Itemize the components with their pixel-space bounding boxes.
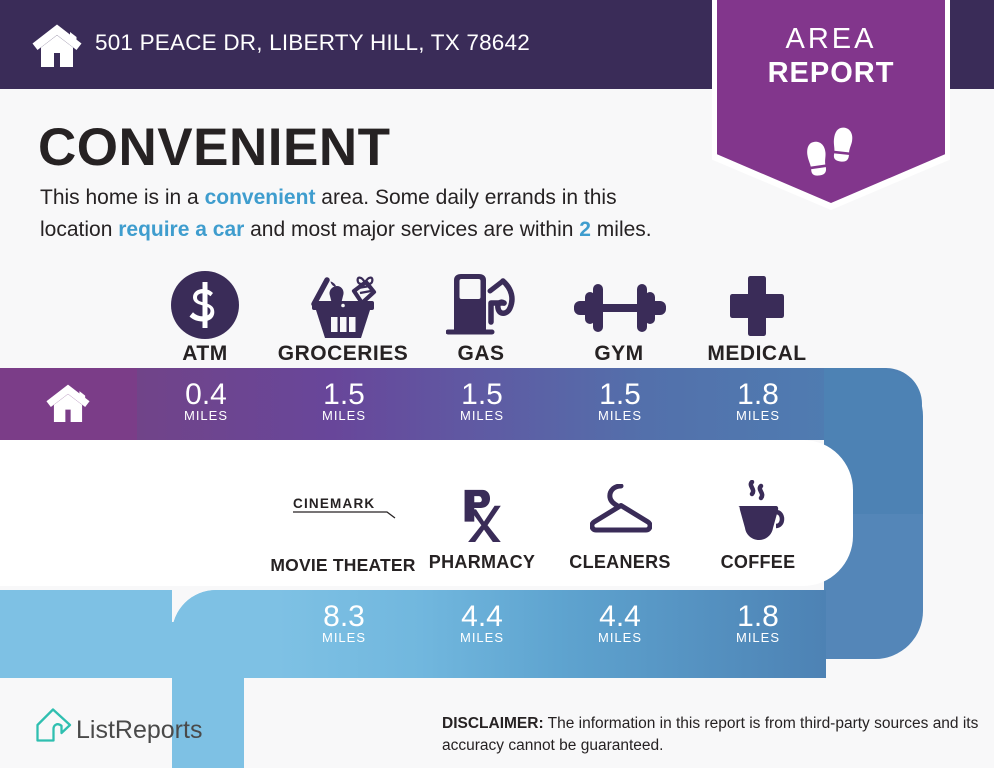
- svg-text:CINEMARK: CINEMARK: [293, 496, 375, 511]
